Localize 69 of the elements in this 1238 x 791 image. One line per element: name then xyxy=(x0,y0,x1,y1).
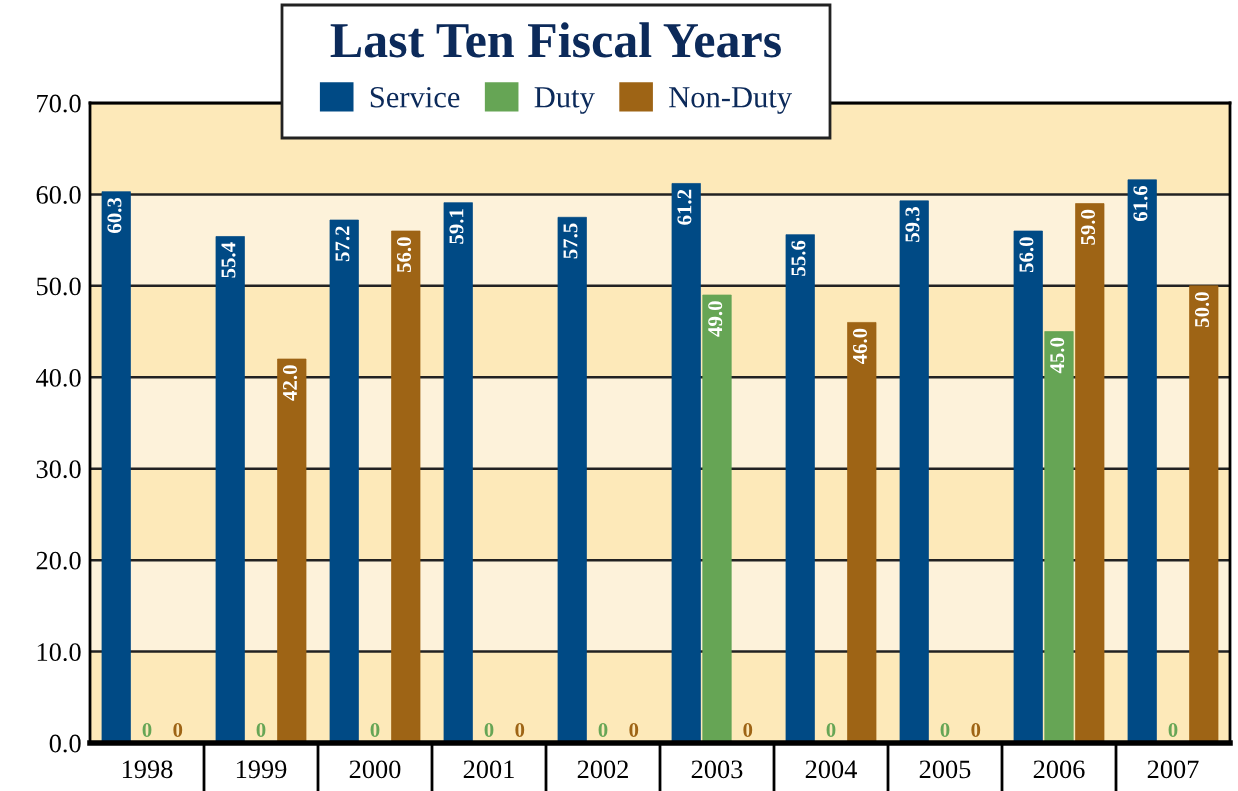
data-label: 56.0 xyxy=(396,237,412,273)
data-label: 0 xyxy=(484,722,494,737)
x-tick-label: 2005 xyxy=(919,760,971,779)
y-tick-label: 30.0 xyxy=(36,460,81,479)
bar xyxy=(1013,230,1043,743)
data-label: 0 xyxy=(971,722,981,737)
bar xyxy=(557,216,587,743)
bar xyxy=(101,191,131,743)
x-tick-label: 2002 xyxy=(577,760,628,779)
x-tick-label: 2004 xyxy=(805,760,857,779)
bar xyxy=(1044,331,1074,743)
bar xyxy=(785,234,815,743)
data-label: 0 xyxy=(173,722,183,737)
data-label: 0 xyxy=(256,722,266,737)
bar xyxy=(671,183,701,743)
data-label: 61.2 xyxy=(677,189,692,225)
bar xyxy=(702,294,732,743)
data-label: 57.5 xyxy=(563,223,578,259)
bar xyxy=(1075,203,1105,743)
data-label: 46.0 xyxy=(852,328,868,365)
data-label: 42.0 xyxy=(282,365,298,401)
data-label: 49.0 xyxy=(708,301,723,337)
data-label: 0 xyxy=(370,722,380,737)
data-label: 56.0 xyxy=(1019,237,1034,273)
y-tick-label: 40.0 xyxy=(36,368,81,387)
legend-label: Service xyxy=(370,87,460,108)
bar xyxy=(443,202,473,743)
data-label: 0 xyxy=(826,722,836,737)
data-label: 0 xyxy=(598,722,608,737)
y-tick-label: 0.0 xyxy=(49,734,81,753)
data-label: 61.6 xyxy=(1133,185,1148,222)
data-label: 59.3 xyxy=(905,207,920,242)
data-label: 55.4 xyxy=(221,242,236,278)
data-label: 0 xyxy=(940,722,950,737)
y-tick-label: 10.0 xyxy=(37,643,81,662)
x-tick-label: 2003 xyxy=(691,760,743,779)
data-label: 57.2 xyxy=(335,226,350,262)
bar xyxy=(1189,285,1219,743)
bar xyxy=(899,200,929,743)
data-label: 0 xyxy=(629,722,639,737)
chart-title: Last Ten Fiscal Years xyxy=(330,22,781,58)
data-label: 60.3 xyxy=(107,197,122,233)
x-tick-label: 2007 xyxy=(1147,760,1199,779)
data-label: 55.6 xyxy=(791,240,806,276)
data-label: 0 xyxy=(1168,722,1178,737)
bar xyxy=(391,230,421,743)
data-label: 45.0 xyxy=(1050,337,1065,374)
data-label: 59.0 xyxy=(1080,209,1096,245)
bar xyxy=(277,358,307,743)
y-tick-label: 60.0 xyxy=(36,186,81,204)
data-label: 59.1 xyxy=(449,209,464,244)
data-label: 0 xyxy=(743,722,753,737)
data-label: 50.0 xyxy=(1194,292,1210,327)
y-tick-label: 70.0 xyxy=(37,94,81,113)
legend-label: Non-Duty xyxy=(669,87,792,114)
x-tick-label: 1998 xyxy=(122,760,173,779)
data-label: 0 xyxy=(142,722,152,737)
x-tick-label: 2000 xyxy=(349,760,401,779)
bar xyxy=(847,322,877,743)
bar xyxy=(215,236,245,743)
x-tick-label: 1999 xyxy=(236,760,287,779)
legend-label: Duty xyxy=(534,87,595,114)
bar xyxy=(1127,179,1157,743)
data-label: 0 xyxy=(515,722,525,737)
x-tick-label: 2001 xyxy=(463,760,514,779)
x-tick-label: 2006 xyxy=(1033,760,1085,779)
y-tick-label: 20.0 xyxy=(36,551,81,570)
bar xyxy=(329,219,359,743)
y-tick-label: 50.0 xyxy=(37,277,81,296)
